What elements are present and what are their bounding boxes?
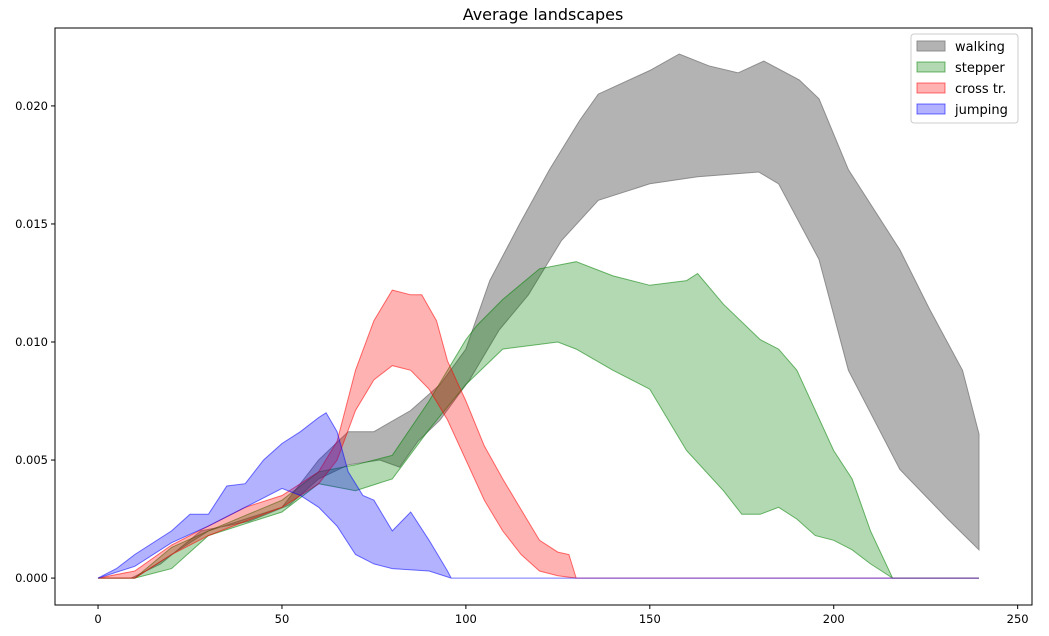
legend-label-cross-tr: cross tr. bbox=[955, 82, 1006, 97]
x-tick-label: 0 bbox=[94, 612, 101, 626]
legend-label-stepper: stepper bbox=[955, 61, 1005, 76]
legend-swatch-jumping bbox=[916, 103, 946, 115]
x-tick-label: 200 bbox=[823, 612, 845, 626]
legend-box bbox=[910, 33, 1019, 124]
band-walking bbox=[98, 53, 980, 579]
y-tick-label: 0.010 bbox=[15, 335, 48, 349]
y-tick-label: 0.015 bbox=[15, 217, 48, 231]
chart-title: Average landscapes bbox=[463, 5, 624, 24]
y-tick-label: 0.005 bbox=[15, 453, 48, 467]
y-tick-label: 0.000 bbox=[15, 571, 48, 585]
y-tick-label: 0.020 bbox=[15, 99, 48, 113]
x-tick-label: 50 bbox=[275, 612, 290, 626]
legend-swatch-stepper bbox=[916, 61, 946, 73]
legend-swatch-cross-tr bbox=[916, 82, 946, 94]
band-jumping bbox=[97, 412, 979, 579]
legend-label-jumping: jumping bbox=[954, 103, 1008, 118]
legend: walking stepper cross tr. jumping bbox=[910, 33, 1019, 124]
plot-frame bbox=[54, 27, 1033, 606]
x-tick-label: 150 bbox=[639, 612, 661, 626]
legend-swatch-walking bbox=[916, 40, 946, 52]
x-tick-label: 100 bbox=[455, 612, 477, 626]
legend-label-walking: walking bbox=[955, 40, 1005, 55]
x-tick-label: 250 bbox=[1007, 612, 1029, 626]
